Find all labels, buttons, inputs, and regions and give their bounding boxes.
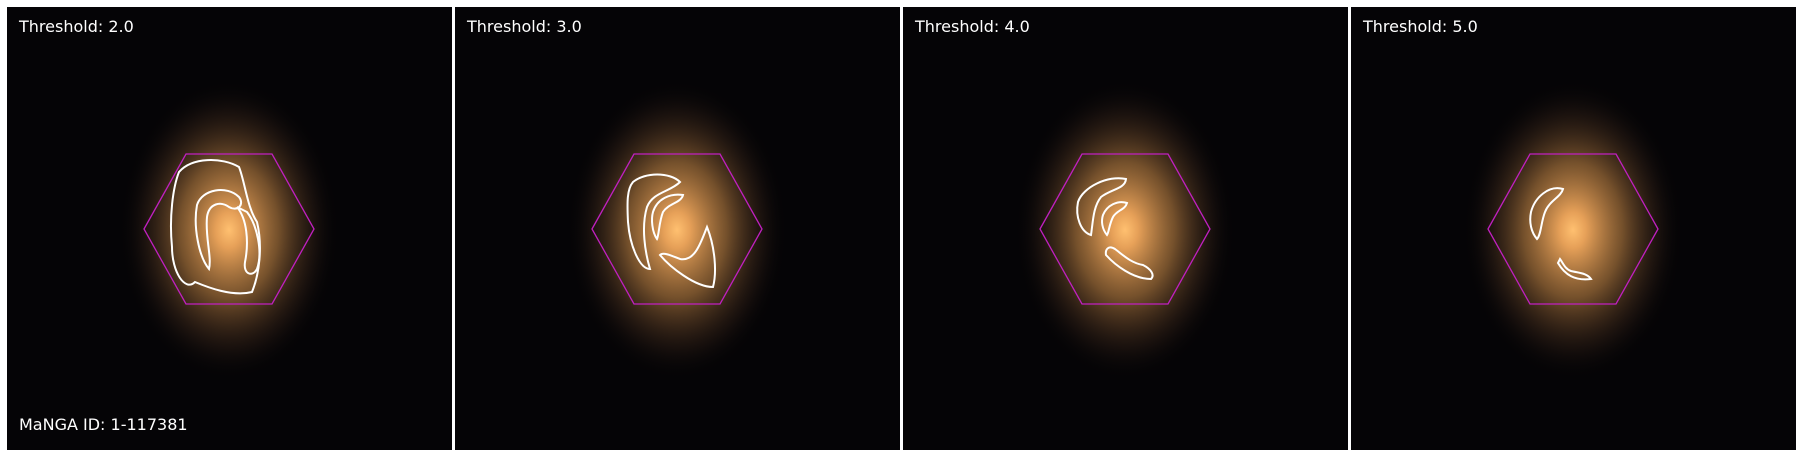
ifu-hexagon bbox=[143, 153, 315, 305]
contour-left-arm bbox=[626, 173, 682, 271]
threshold-label: Threshold: 4.0 bbox=[915, 17, 1030, 36]
contour-inner-arc bbox=[1101, 201, 1129, 237]
ifu-hexagon bbox=[1039, 153, 1211, 305]
contour-lower-right-arm bbox=[658, 224, 716, 289]
image-panel-1: Threshold: 2.0 MaNGA ID: 1-117381 bbox=[7, 7, 452, 450]
image-panel-3: Threshold: 4.0 bbox=[903, 7, 1348, 450]
galaxy-glow bbox=[1015, 80, 1235, 380]
contour-inner-arc bbox=[651, 193, 685, 241]
contour-inner-spiral bbox=[194, 189, 243, 272]
image-panel-2: Threshold: 3.0 bbox=[455, 7, 900, 450]
threshold-label: Threshold: 2.0 bbox=[19, 17, 134, 36]
contour-left-arc bbox=[1529, 187, 1565, 241]
galaxy-image-4 bbox=[1351, 7, 1796, 450]
contour-right-arm bbox=[236, 206, 261, 275]
manga-id-label: MaNGA ID: 1-117381 bbox=[19, 415, 188, 434]
threshold-label: Threshold: 3.0 bbox=[467, 17, 582, 36]
galaxy-glow bbox=[567, 80, 787, 380]
contour-lower-blob bbox=[1104, 246, 1154, 281]
galaxy-glow bbox=[1463, 80, 1683, 380]
galaxy-glow bbox=[119, 80, 339, 380]
contour-left-arc bbox=[1076, 177, 1128, 237]
image-panel-4: Threshold: 5.0 bbox=[1351, 7, 1796, 450]
galaxy-image-1 bbox=[7, 7, 452, 450]
galaxy-image-2 bbox=[455, 7, 900, 450]
contour-lower-blob bbox=[1556, 257, 1593, 281]
ifu-hexagon bbox=[1487, 153, 1659, 305]
galaxy-image-3 bbox=[903, 7, 1348, 450]
contour-outer-ring bbox=[169, 159, 261, 295]
ifu-hexagon bbox=[591, 153, 763, 305]
threshold-label: Threshold: 5.0 bbox=[1363, 17, 1478, 36]
